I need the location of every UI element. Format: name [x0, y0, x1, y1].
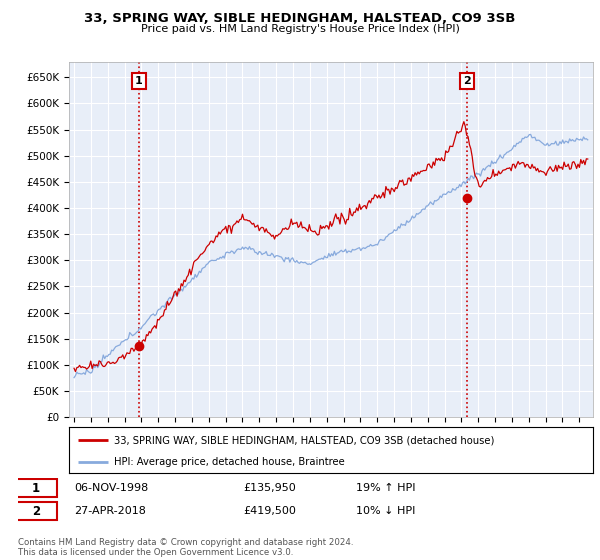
Text: 1: 1 — [135, 76, 143, 86]
Text: Price paid vs. HM Land Registry's House Price Index (HPI): Price paid vs. HM Land Registry's House … — [140, 24, 460, 34]
Text: 33, SPRING WAY, SIBLE HEDINGHAM, HALSTEAD, CO9 3SB (detached house): 33, SPRING WAY, SIBLE HEDINGHAM, HALSTEA… — [113, 435, 494, 445]
FancyBboxPatch shape — [15, 502, 58, 520]
Text: 27-APR-2018: 27-APR-2018 — [74, 506, 146, 516]
Text: 2: 2 — [463, 76, 471, 86]
Text: 10% ↓ HPI: 10% ↓ HPI — [356, 506, 416, 516]
Text: £135,950: £135,950 — [244, 483, 296, 493]
Text: 2: 2 — [32, 505, 40, 517]
Text: 1: 1 — [32, 482, 40, 494]
Text: £419,500: £419,500 — [244, 506, 296, 516]
Text: 33, SPRING WAY, SIBLE HEDINGHAM, HALSTEAD, CO9 3SB: 33, SPRING WAY, SIBLE HEDINGHAM, HALSTEA… — [85, 12, 515, 25]
Text: 06-NOV-1998: 06-NOV-1998 — [74, 483, 149, 493]
Text: HPI: Average price, detached house, Braintree: HPI: Average price, detached house, Brai… — [113, 457, 344, 466]
FancyBboxPatch shape — [15, 479, 58, 497]
Text: 19% ↑ HPI: 19% ↑ HPI — [356, 483, 416, 493]
Text: Contains HM Land Registry data © Crown copyright and database right 2024.
This d: Contains HM Land Registry data © Crown c… — [18, 538, 353, 557]
